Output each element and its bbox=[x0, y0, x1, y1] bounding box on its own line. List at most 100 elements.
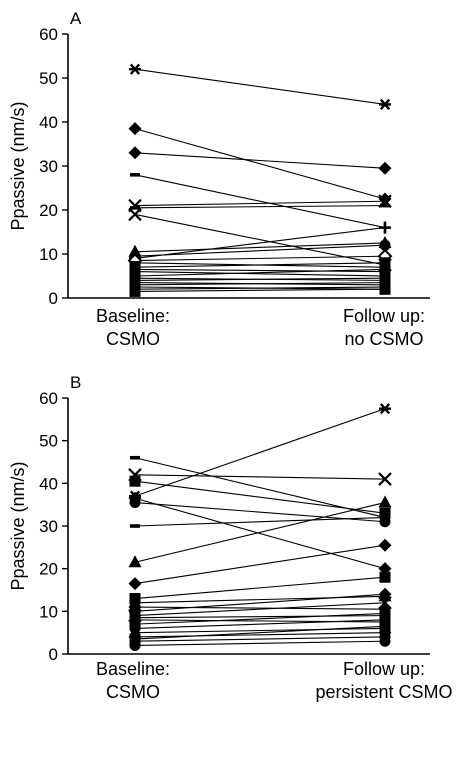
circle-marker bbox=[129, 497, 141, 509]
subject-line bbox=[134, 612, 386, 625]
square-marker bbox=[379, 571, 391, 583]
pair-lines bbox=[134, 68, 386, 292]
square-marker bbox=[379, 257, 391, 269]
subject-line bbox=[134, 128, 386, 200]
subject-markers bbox=[129, 475, 391, 519]
circle-marker bbox=[129, 639, 141, 651]
x-category-label: Baseline: bbox=[96, 306, 170, 326]
y-axis-title: Ppassive (nm/s) bbox=[8, 101, 28, 230]
dash-marker bbox=[380, 515, 390, 520]
subject-line bbox=[134, 544, 386, 585]
plus-marker bbox=[379, 221, 391, 234]
subject-line bbox=[134, 576, 386, 600]
diamond-marker bbox=[128, 122, 142, 136]
square-marker bbox=[379, 507, 391, 519]
subject-line bbox=[134, 640, 386, 647]
chart-panel-B: B 0 10 20 30 40 50 60 Ppassive (nm/s) Baseline: CS… bbox=[8, 373, 453, 702]
x-category-label: persistent CSMO bbox=[315, 682, 452, 702]
y-tick-label: 50 bbox=[39, 432, 58, 451]
triangle-marker bbox=[378, 495, 392, 508]
y-axis-title: Ppassive (nm/s) bbox=[8, 461, 28, 590]
subject-line bbox=[134, 480, 386, 514]
asterisk-stroke bbox=[379, 403, 391, 415]
markers bbox=[128, 403, 392, 651]
markers bbox=[127, 63, 393, 297]
subject-line bbox=[134, 636, 386, 642]
y-tick-label: 40 bbox=[39, 474, 58, 493]
subject-line bbox=[134, 255, 386, 262]
subject-line bbox=[134, 268, 386, 273]
asterisk-stroke bbox=[379, 98, 391, 110]
subject-markers bbox=[128, 538, 392, 591]
subject-line bbox=[134, 516, 386, 527]
subject-markers bbox=[129, 63, 391, 110]
subject-line bbox=[134, 602, 386, 617]
y-tick-label: 60 bbox=[39, 25, 58, 44]
y-tick-label: 40 bbox=[39, 113, 58, 132]
circle-marker bbox=[379, 263, 391, 275]
pair-lines bbox=[134, 408, 386, 647]
subject-markers bbox=[129, 635, 391, 651]
subject-line bbox=[134, 200, 386, 207]
subject-line bbox=[134, 68, 386, 105]
y-tick-label: 50 bbox=[39, 69, 58, 88]
subject-line bbox=[134, 174, 386, 229]
subject-line bbox=[134, 497, 386, 570]
subject-line bbox=[134, 619, 386, 629]
subject-markers bbox=[128, 589, 392, 608]
diamond-marker bbox=[378, 161, 392, 175]
subject-line bbox=[134, 152, 386, 169]
subject-line bbox=[134, 474, 386, 480]
subject-line bbox=[134, 593, 386, 612]
diamond-marker bbox=[128, 577, 142, 591]
subject-line bbox=[134, 262, 386, 268]
y-tick-label: 0 bbox=[49, 645, 58, 664]
subject-line bbox=[134, 606, 386, 610]
y-tick-label: 20 bbox=[39, 560, 58, 579]
chart-panel-A: A 0 10 20 30 40 50 60 Ppassive (nm/s) Baseline: CS… bbox=[8, 9, 430, 349]
subject-line bbox=[134, 632, 386, 638]
asterisk-marker bbox=[379, 403, 391, 415]
subject-line bbox=[134, 227, 386, 259]
subject-markers bbox=[128, 122, 392, 206]
subject-line bbox=[134, 242, 386, 253]
diamond-marker bbox=[128, 146, 142, 160]
square-marker bbox=[129, 285, 141, 297]
subject-line bbox=[134, 268, 386, 277]
subject-markers bbox=[130, 203, 390, 210]
subject-line bbox=[134, 205, 386, 209]
square-marker bbox=[379, 620, 391, 632]
subject-line bbox=[134, 408, 386, 497]
x-category-label: Follow up: bbox=[343, 306, 425, 326]
subject-line bbox=[134, 271, 386, 277]
y-tick-label: 0 bbox=[49, 289, 58, 308]
dash-marker bbox=[130, 455, 140, 460]
subject-line bbox=[134, 282, 386, 286]
cross-marker bbox=[128, 207, 142, 222]
subject-markers bbox=[129, 283, 391, 297]
y-tick-label: 30 bbox=[39, 157, 58, 176]
cross-stroke bbox=[378, 472, 392, 486]
y-tick-label: 10 bbox=[39, 602, 58, 621]
subject-line bbox=[134, 501, 386, 563]
cross-stroke bbox=[378, 596, 392, 610]
cross-stroke bbox=[128, 207, 142, 222]
x-category-label: CSMO bbox=[106, 682, 160, 702]
subject-line bbox=[134, 627, 386, 634]
cross-marker bbox=[378, 596, 392, 610]
dash-marker bbox=[130, 524, 140, 528]
panel-letter: B bbox=[70, 373, 81, 392]
x-category-label: no CSMO bbox=[344, 329, 423, 349]
subject-line bbox=[134, 277, 386, 281]
asterisk-marker bbox=[129, 63, 141, 75]
triangle-marker bbox=[128, 555, 142, 568]
square-marker bbox=[129, 475, 141, 487]
subject-line bbox=[134, 625, 386, 640]
dash-marker bbox=[380, 203, 390, 208]
square-marker bbox=[379, 283, 391, 295]
y-tick-label: 30 bbox=[39, 517, 58, 536]
subject-line bbox=[134, 615, 386, 619]
dash-marker bbox=[130, 206, 140, 210]
asterisk-marker bbox=[379, 98, 391, 110]
